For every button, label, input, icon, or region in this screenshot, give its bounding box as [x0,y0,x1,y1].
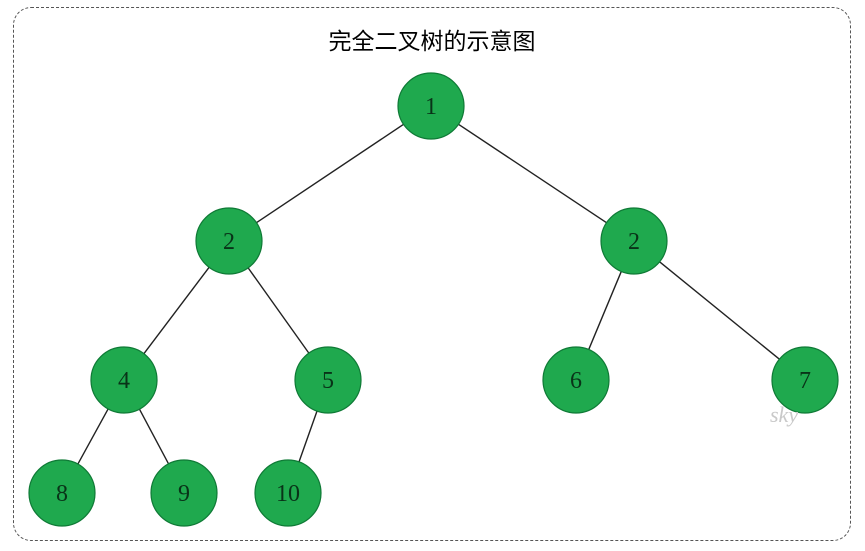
tree-node: 8 [29,460,95,526]
tree-edge [248,268,309,353]
tree-edge [78,409,108,464]
tree-node: 6 [543,347,609,413]
tree-node-label: 8 [56,481,68,507]
tree-node: 2 [196,208,262,274]
tree-node-label: 2 [628,229,640,255]
tree-edge [589,271,622,349]
tree-node-label: 4 [118,368,130,394]
tree-node: 1 [398,73,464,139]
tree-node: 2 [601,208,667,274]
tree-edge [660,262,780,359]
tree-canvas: 1 2 2 4 5 6 7 8 9 10 [0,0,865,551]
tree-node-label: 9 [178,481,190,507]
tree-edge [139,409,168,464]
tree-node-label: 7 [799,368,811,394]
tree-node: 10 [255,460,321,526]
tree-edge [144,267,209,353]
tree-node: 4 [91,347,157,413]
tree-edge [299,411,317,462]
tree-node: 9 [151,460,217,526]
tree-node-label: 6 [570,368,582,394]
tree-node: 5 [295,347,361,413]
tree-edge [256,124,403,222]
tree-node-label: 2 [223,229,235,255]
tree-node-label: 5 [322,368,334,394]
watermark: sky [770,402,798,428]
tree-edge [458,124,606,222]
tree-node-label: 1 [425,94,437,120]
tree-node-label: 10 [276,481,300,507]
